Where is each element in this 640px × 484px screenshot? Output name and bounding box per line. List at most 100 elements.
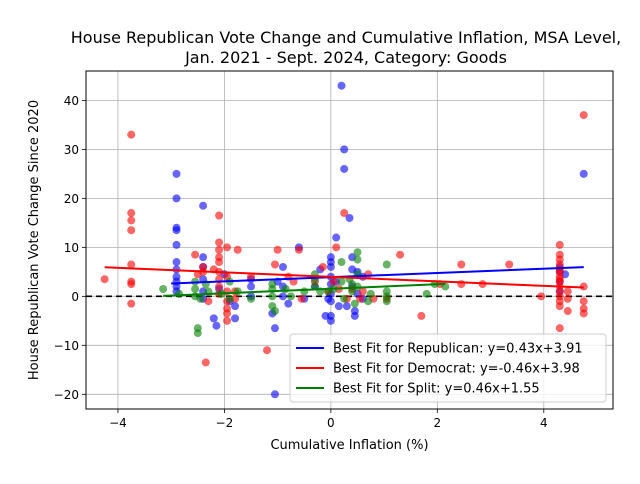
data-point-democrat bbox=[127, 280, 136, 289]
data-point-republican bbox=[334, 302, 343, 311]
data-point-republican bbox=[172, 226, 181, 235]
data-point-democrat bbox=[332, 243, 341, 252]
data-point-split bbox=[366, 289, 375, 298]
data-point-democrat bbox=[579, 309, 588, 318]
data-point-split bbox=[286, 292, 295, 301]
data-point-split bbox=[340, 294, 349, 303]
y-tick-label: 20 bbox=[64, 192, 79, 206]
data-point-democrat bbox=[127, 299, 136, 308]
scatter-points bbox=[100, 81, 588, 399]
chart-title-line-2: Jan. 2021 - Sept. 2024, Category: Goods bbox=[184, 48, 507, 67]
data-point-democrat bbox=[215, 238, 224, 247]
data-point-democrat bbox=[223, 309, 232, 318]
data-point-split bbox=[353, 248, 362, 257]
data-point-republican bbox=[270, 324, 279, 333]
data-point-democrat bbox=[215, 258, 224, 267]
data-point-democrat bbox=[204, 297, 213, 306]
y-tick-label: −10 bbox=[54, 339, 79, 353]
data-point-democrat bbox=[563, 294, 572, 303]
data-point-split bbox=[337, 258, 346, 267]
data-point-split bbox=[191, 284, 200, 293]
data-point-split bbox=[225, 294, 234, 303]
y-tick-label: 10 bbox=[64, 241, 79, 255]
x-tick-label: −2 bbox=[216, 416, 234, 430]
data-point-split bbox=[233, 287, 242, 296]
data-point-democrat bbox=[127, 216, 136, 225]
data-point-split bbox=[382, 260, 391, 269]
data-point-republican bbox=[326, 262, 335, 271]
x-tick-label: −4 bbox=[109, 416, 127, 430]
data-point-democrat bbox=[563, 307, 572, 316]
x-tick-label: 2 bbox=[434, 416, 442, 430]
data-point-democrat bbox=[318, 262, 327, 271]
data-point-democrat bbox=[127, 260, 136, 269]
data-point-democrat bbox=[563, 287, 572, 296]
data-point-republican bbox=[278, 262, 287, 271]
data-point-republican bbox=[342, 302, 351, 311]
data-point-democrat bbox=[555, 240, 564, 249]
data-point-split bbox=[300, 287, 309, 296]
data-point-democrat bbox=[356, 294, 365, 303]
data-point-democrat bbox=[247, 272, 256, 281]
data-point-democrat bbox=[364, 270, 373, 279]
data-point-democrat bbox=[223, 316, 232, 325]
x-axis-ticks: −4 −2 0 2 4 bbox=[109, 409, 548, 430]
data-point-republican bbox=[172, 169, 181, 178]
data-point-split bbox=[175, 289, 184, 298]
data-point-split bbox=[422, 289, 431, 298]
data-point-republican bbox=[172, 240, 181, 249]
y-tick-label: 30 bbox=[64, 143, 79, 157]
data-point-democrat bbox=[215, 211, 224, 220]
data-point-democrat bbox=[340, 209, 349, 218]
data-point-republican bbox=[332, 233, 341, 242]
data-point-split bbox=[270, 307, 279, 316]
data-point-republican bbox=[278, 292, 287, 301]
data-point-democrat bbox=[555, 324, 564, 333]
data-point-democrat bbox=[127, 226, 136, 235]
fit-line-split bbox=[163, 282, 446, 297]
data-point-republican bbox=[270, 390, 279, 399]
data-point-democrat bbox=[100, 275, 109, 284]
data-point-republican bbox=[350, 311, 359, 320]
data-point-republican bbox=[209, 314, 218, 323]
y-tick-label: −20 bbox=[54, 388, 79, 402]
data-point-republican bbox=[345, 213, 354, 222]
data-point-democrat bbox=[457, 260, 466, 269]
data-point-democrat bbox=[537, 292, 546, 301]
y-axis-label: House Republican Vote Change Since 2020 bbox=[27, 100, 42, 380]
data-point-democrat bbox=[215, 245, 224, 254]
data-point-republican bbox=[231, 314, 240, 323]
data-point-republican bbox=[340, 145, 349, 154]
data-point-democrat bbox=[555, 302, 564, 311]
legend-label-democrat: Best Fit for Democrat: y=-0.46x+3.98 bbox=[333, 362, 580, 377]
data-point-democrat bbox=[273, 245, 282, 254]
y-tick-label: 40 bbox=[64, 94, 79, 108]
data-point-split bbox=[353, 255, 362, 264]
data-point-republican bbox=[326, 316, 335, 325]
data-point-democrat bbox=[294, 245, 303, 254]
data-point-split bbox=[159, 284, 168, 293]
legend-label-split: Best Fit for Split: y=0.46x+1.55 bbox=[333, 382, 540, 397]
data-point-republican bbox=[579, 169, 588, 178]
data-point-republican bbox=[326, 297, 335, 306]
data-point-republican bbox=[212, 321, 221, 330]
legend-label-republican: Best Fit for Republican: y=0.43x+3.91 bbox=[333, 342, 583, 357]
data-point-democrat bbox=[297, 294, 306, 303]
data-point-split bbox=[193, 329, 202, 338]
data-point-democrat bbox=[201, 358, 210, 367]
data-point-democrat bbox=[358, 287, 367, 296]
data-point-republican bbox=[199, 201, 208, 210]
x-tick-label: 0 bbox=[327, 416, 335, 430]
fit-line-democrat bbox=[104, 266, 584, 289]
data-point-split bbox=[281, 284, 290, 293]
data-point-democrat bbox=[191, 250, 200, 259]
data-point-split bbox=[348, 287, 357, 296]
data-point-democrat bbox=[262, 346, 271, 355]
data-point-split bbox=[337, 277, 346, 286]
data-point-republican bbox=[172, 194, 181, 203]
data-point-democrat bbox=[127, 130, 136, 139]
data-point-democrat bbox=[233, 245, 242, 254]
data-point-democrat bbox=[579, 282, 588, 291]
data-point-republican bbox=[340, 164, 349, 173]
data-point-democrat bbox=[127, 209, 136, 218]
